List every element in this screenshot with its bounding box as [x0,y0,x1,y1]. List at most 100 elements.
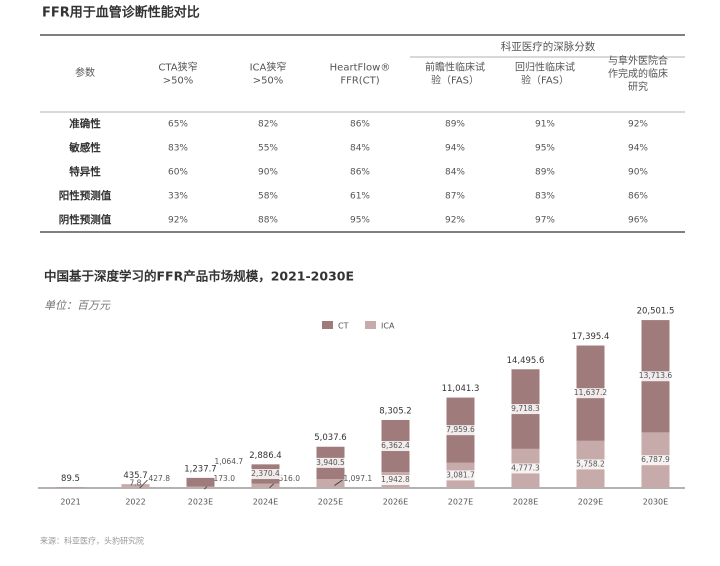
cell: 92% [628,120,648,130]
column-header: 作完成的临床 [608,67,668,80]
legend-label: ICA [381,322,395,331]
table-title: FFR用于血管诊断性能对比 [42,5,200,21]
cell: 90% [258,168,278,178]
segment-label: 13,713.6 [639,371,673,380]
legend-label: CT [338,322,349,331]
leader [334,479,343,486]
total-label: 2,886.4 [249,451,281,461]
cell: 91% [535,120,555,130]
legend-swatch [322,321,333,329]
cell: 84% [445,168,465,178]
cell: 55% [258,144,278,154]
x-tick-label: 2029E [578,498,603,507]
cell: 88% [258,216,278,226]
column-header: >50% [253,76,284,87]
column-header: 回归性临床试 [515,61,575,74]
cell: 94% [445,144,465,154]
x-tick-label: 2024E [253,498,278,507]
segment-label: 3,940.5 [316,458,345,467]
cell: 33% [168,192,188,202]
total-label: 17,395.4 [572,332,610,342]
cell: 65% [168,120,188,130]
x-tick-label: 2025E [318,498,343,507]
bar-segment [121,484,150,485]
segment-label: 3,081.7 [446,470,475,479]
x-tick-label: 2026E [383,498,408,507]
bar [56,487,85,488]
segment-label: 2,370.4 [251,469,280,478]
cell: 95% [350,216,370,226]
column-header: 前瞻性临床试 [425,61,485,74]
bar-segment [186,486,215,488]
label-bg [639,371,672,382]
label-bg [444,425,477,436]
cell: 58% [258,192,278,202]
label-bg [574,459,607,470]
total-label: 1,237.7 [184,464,216,474]
bar-segment [316,479,345,488]
segment-label: 9,718.3 [511,404,540,413]
segment-label: 11,637.2 [574,388,608,397]
segment-label: 5,758.2 [576,459,605,468]
total-label: 89.5 [61,474,80,484]
bar-segment [251,483,280,488]
cell: 90% [628,168,648,178]
segment-label: 516.0 [279,474,301,483]
x-tick-label: 2028E [513,498,538,507]
cell: 89% [535,168,555,178]
segment-label: 1,942.8 [381,475,410,484]
column-header: 参数 [75,66,95,79]
leader [139,479,148,489]
x-tick-label: 2023E [188,498,213,507]
segment-label: 7.8 [130,478,142,487]
column-header: 研究 [628,80,648,93]
label-bg [509,404,542,415]
label-bg [249,469,282,480]
cell: 84% [350,144,370,154]
row-label: 特异性 [69,165,101,178]
total-label: 435.7 [123,471,147,481]
cell: 92% [168,216,188,226]
cell: 95% [535,144,555,154]
row-label: 阴性预测值 [59,213,112,226]
total-label: 5,037.6 [314,433,346,443]
cell: 82% [258,120,278,130]
row-label: 敏感性 [68,141,101,154]
cell: 92% [445,216,465,226]
x-tick-label: 2021 [60,498,80,507]
segment-label: 4,777.3 [511,463,540,472]
chart-title: 中国基于深度学习的FFR产品市场规模，2021-2030E [44,269,354,284]
segment-label: 1,064.7 [215,457,244,466]
label-bg [574,388,607,399]
cell: 60% [168,168,188,178]
segment-label: 1,097.1 [344,474,373,483]
cell: 89% [445,120,465,130]
cell: 83% [168,144,188,154]
label-bg [379,475,412,486]
label-bg [379,441,412,452]
total-label: 20,501.5 [637,307,675,317]
row-label: 阳性预测值 [59,189,112,202]
cell: 96% [628,216,648,226]
column-header: 验（FAS） [431,74,479,87]
group-header: 科亚医疗的深脉分数 [501,40,596,53]
unit: 单位：百万元 [44,299,111,312]
cell: 83% [535,192,555,202]
cell: 61% [350,192,370,202]
cell: 86% [350,168,370,178]
column-header: 与阜外医院合 [608,54,668,67]
column-header: HeartFlow® [330,63,391,74]
label-bg [509,463,542,474]
column-header: >50% [163,76,194,87]
row-label: 准确性 [69,117,101,130]
legend-swatch [365,321,376,329]
cell: 86% [628,192,648,202]
cell: 94% [628,144,648,154]
bar-segment [121,484,150,488]
source: 来源：科亚医疗，头豹研究院 [40,536,144,546]
segment-label: 173.0 [214,474,236,483]
segment-label: 427.8 [149,474,171,483]
label-bg [639,455,672,466]
segment-label: 6,362.4 [381,441,410,450]
x-tick-label: 2022 [125,498,145,507]
